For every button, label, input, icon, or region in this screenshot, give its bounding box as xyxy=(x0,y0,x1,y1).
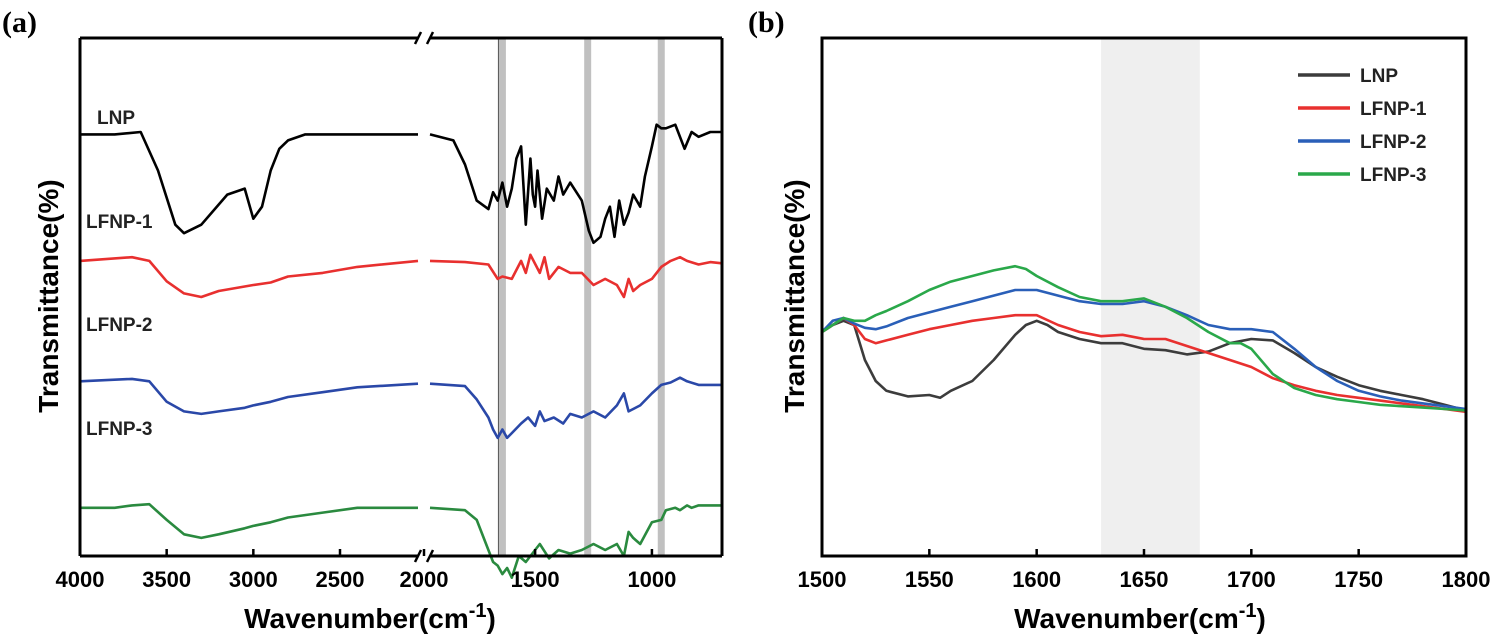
x-tick-label: 1800 xyxy=(1442,567,1491,592)
series-line-lfnp-3 xyxy=(429,504,722,579)
axis-break-mark xyxy=(425,549,435,563)
legend-label: LFNP-2 xyxy=(1360,132,1427,153)
x-tick-label: 4000 xyxy=(56,567,105,592)
series-line-lfnp-2 xyxy=(821,288,1467,411)
x-axis-title-tail: ) xyxy=(1257,603,1266,634)
axis-break-mark xyxy=(413,549,423,563)
series-line-lnp xyxy=(821,319,1467,412)
x-tick-label: 3500 xyxy=(142,567,191,592)
x-tick-label: 1750 xyxy=(1334,567,1383,592)
axis-break-mark xyxy=(425,31,435,45)
x-tick-label: 3000 xyxy=(229,567,278,592)
series-line-lfnp-1 xyxy=(79,255,419,299)
x-tick-label: 1500 xyxy=(511,567,560,592)
x-ticks: 4000 3500 3000 2500 2000 1500 1000 xyxy=(56,549,676,592)
series-line-lnp xyxy=(429,123,722,245)
y-axis-title: Transmittance(%) xyxy=(779,179,810,412)
y-axis-title: Transmittance(%) xyxy=(33,179,64,412)
legend-label: LFNP-1 xyxy=(1360,99,1427,120)
series-lines xyxy=(79,123,723,579)
series-label: LFNP-3 xyxy=(86,419,153,440)
x-axis-title: Wavenumber(cm-1) xyxy=(244,600,496,634)
axis-break-mark xyxy=(413,31,423,45)
series-line-lfnp-2 xyxy=(79,377,419,416)
x-tick-label: 1650 xyxy=(1120,567,1169,592)
plot-frame xyxy=(78,31,724,563)
series-line-lfnp-1 xyxy=(821,313,1467,414)
x-axis-title-sup: -1 xyxy=(1239,600,1257,622)
x-tick-label: 2500 xyxy=(316,567,365,592)
x-axis-title-main: Wavenumber(cm xyxy=(244,603,469,634)
series-lines xyxy=(821,264,1467,414)
series-line-lfnp-1 xyxy=(429,253,723,299)
legend-label: LNP xyxy=(1360,66,1398,87)
series-line-lnp xyxy=(80,130,418,235)
panel-b-label: (b) xyxy=(748,6,785,39)
series-label: LNP xyxy=(97,108,135,129)
series-line-lfnp-3 xyxy=(821,264,1467,412)
x-axis-title-main: Wavenumber(cm xyxy=(1014,603,1239,634)
shaded-region xyxy=(1101,38,1200,556)
panel-a-label: (a) xyxy=(2,6,37,39)
reference-lines xyxy=(497,38,665,556)
x-tick-label: 1000 xyxy=(627,567,676,592)
panel-a: (a) 4000 3500 3000 2500 2000 1500 1000 LNP LFNP… xyxy=(2,6,724,634)
series-labels: LNP LFNP-1 LFNP-2 LFNP-3 xyxy=(86,108,153,440)
series-label: LFNP-2 xyxy=(86,315,153,336)
panel-b: (b) 1500 1550 1600 1650 1700 1750 1800 LNP LFNP… xyxy=(748,6,1490,634)
legend-label: LFNP-3 xyxy=(1360,165,1427,186)
x-tick-label: 1600 xyxy=(1012,567,1061,592)
legend: LNP LFNP-1 LFNP-2 LFNP-3 xyxy=(1298,66,1427,186)
x-tick-label: 2000 xyxy=(400,567,449,592)
x-tick-label: 1550 xyxy=(905,567,954,592)
series-line-lfnp-3 xyxy=(80,502,418,540)
x-axis-title: Wavenumber(cm-1) xyxy=(1014,600,1266,634)
series-label: LFNP-1 xyxy=(86,212,153,233)
x-ticks: 1500 1550 1600 1650 1700 1750 1800 xyxy=(798,549,1491,592)
series-line-lfnp-2 xyxy=(429,376,722,440)
x-tick-label: 1500 xyxy=(798,567,847,592)
x-axis-title-tail: ) xyxy=(487,603,496,634)
x-axis-title-sup: -1 xyxy=(469,600,487,622)
x-tick-label: 1700 xyxy=(1227,567,1276,592)
